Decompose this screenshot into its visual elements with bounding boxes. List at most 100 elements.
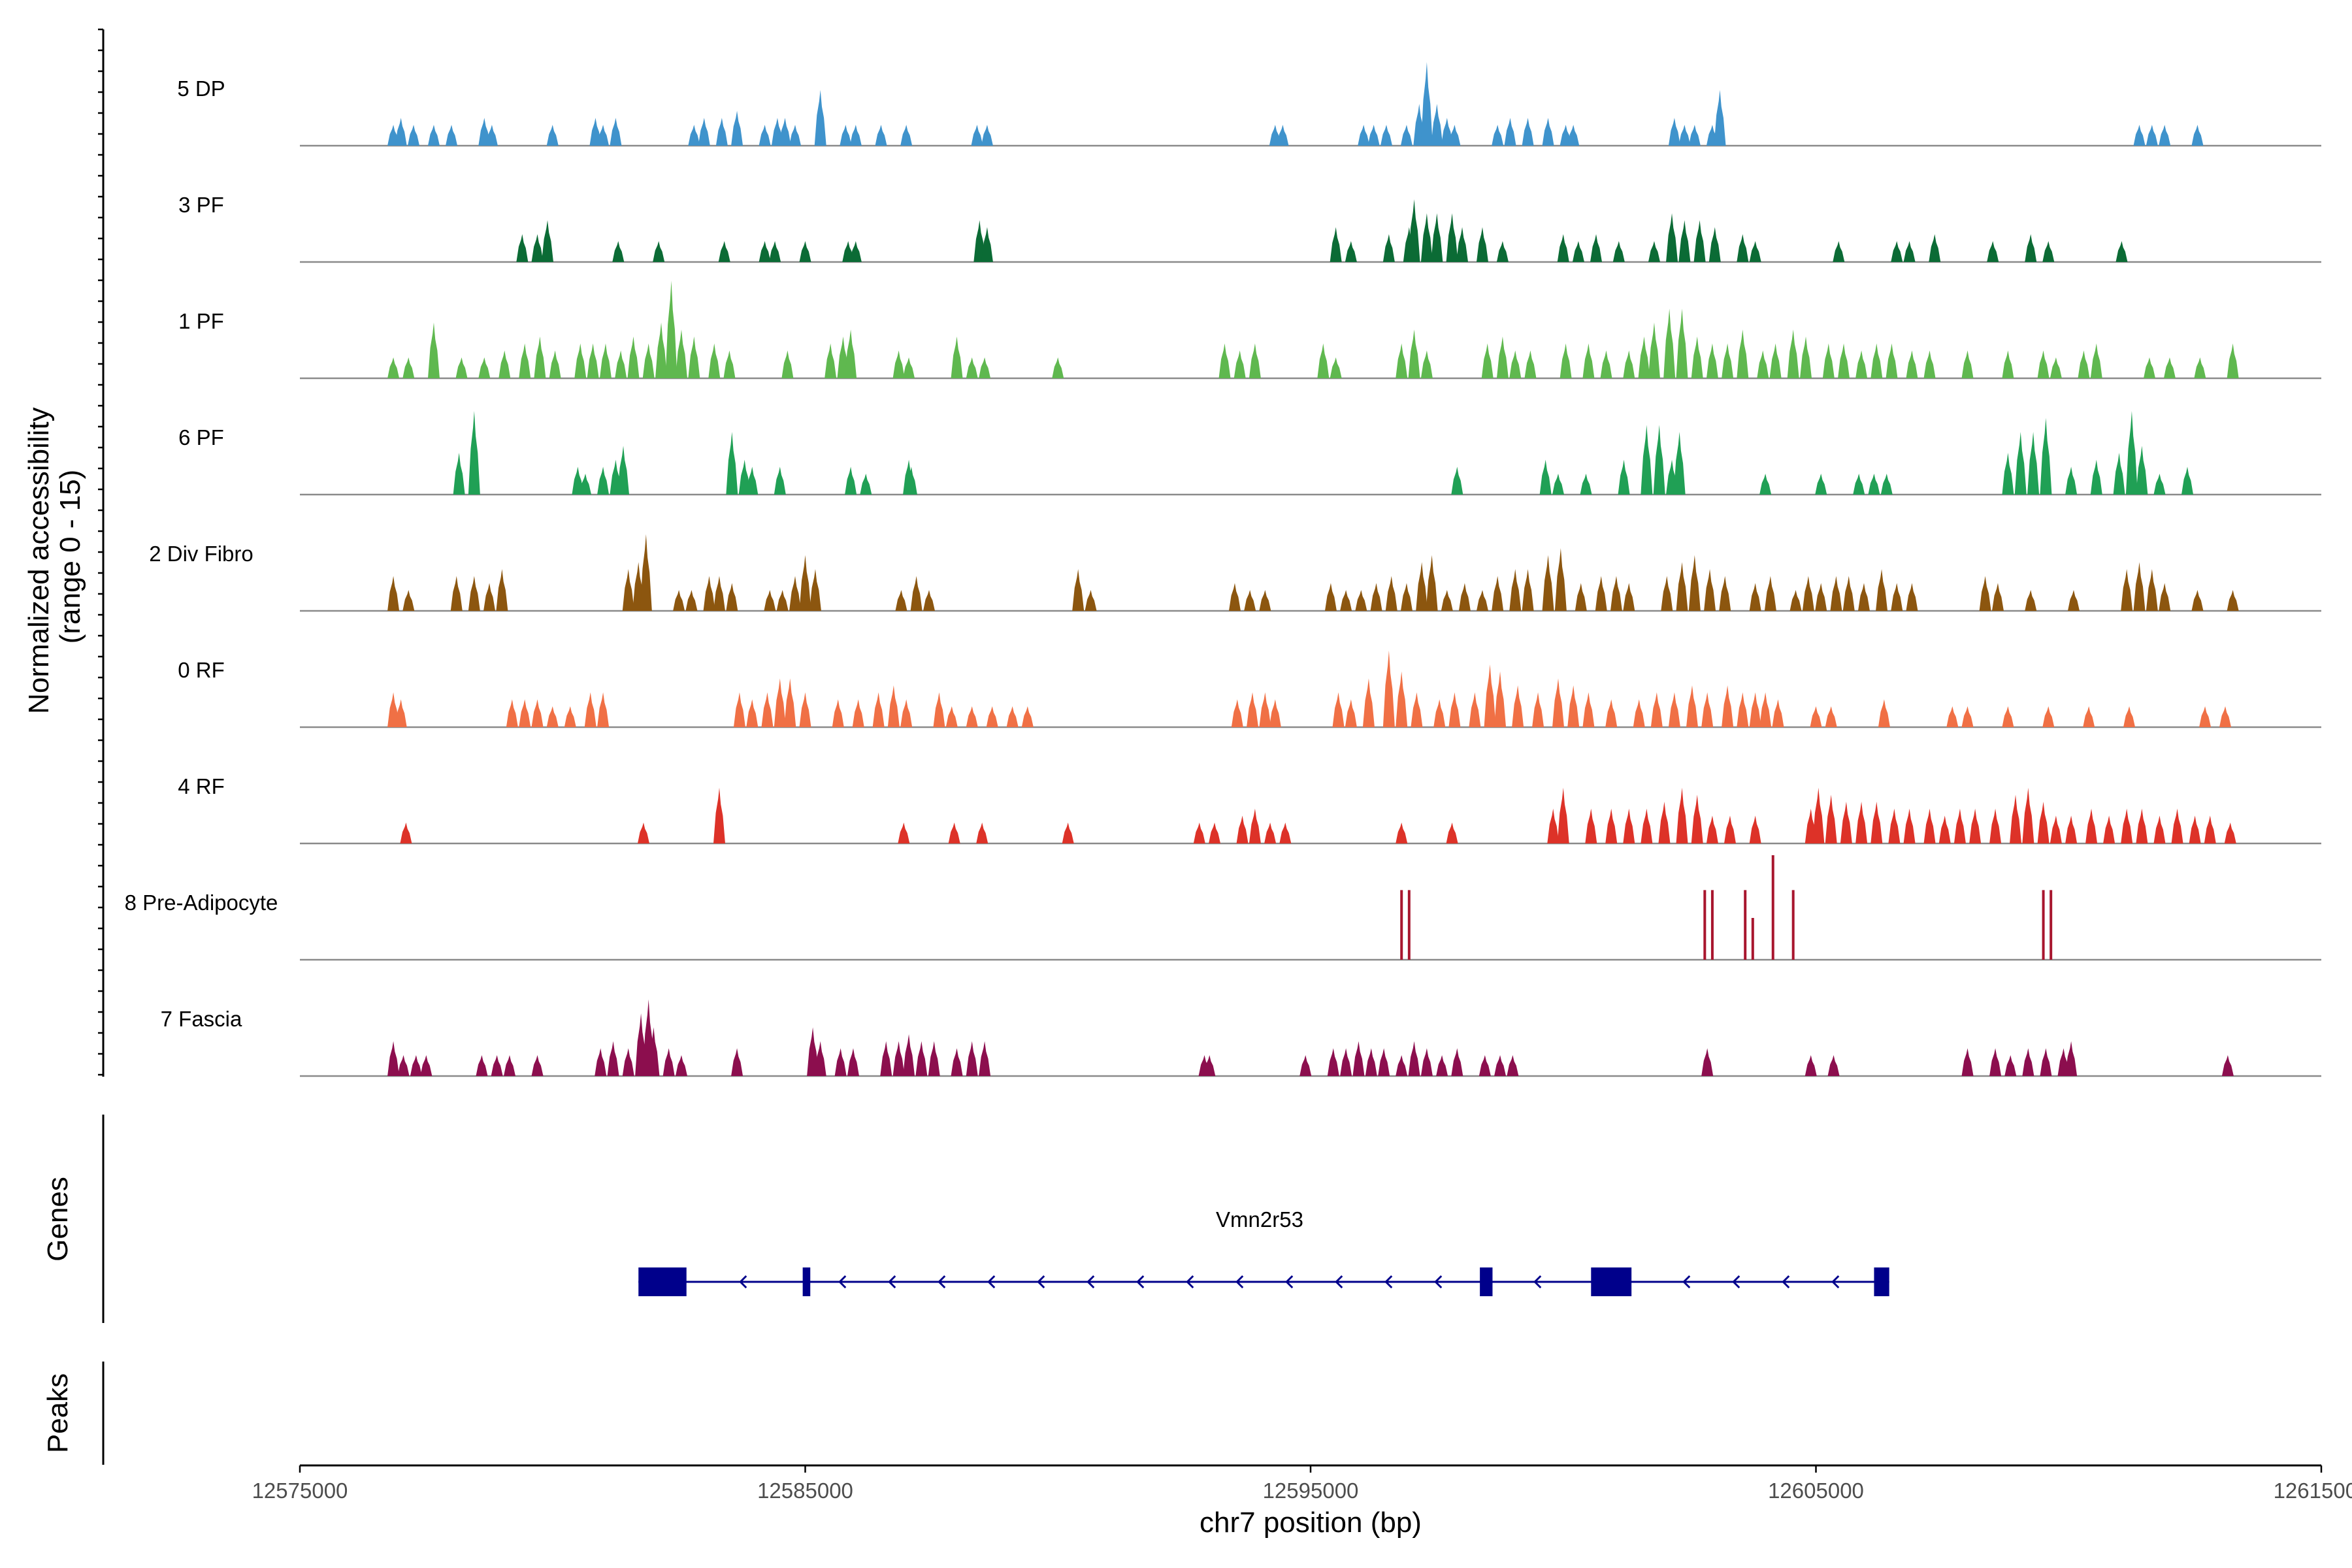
coverage-peak — [746, 466, 759, 495]
coverage-peak — [1504, 118, 1516, 146]
coverage-peak — [2125, 411, 2138, 495]
coverage-peak — [1691, 336, 1703, 378]
coverage-peak — [1539, 459, 1552, 495]
coverage-peak — [903, 357, 915, 378]
coverage-peak — [1759, 474, 1772, 495]
coverage-peak — [1496, 336, 1509, 378]
coverage-peak — [1757, 350, 1769, 378]
coverage-peak — [688, 125, 700, 146]
coverage-peak — [1961, 1048, 1974, 1076]
coverage-peak — [453, 453, 465, 495]
coverage-peak — [1552, 474, 1565, 495]
coverage-peak — [1870, 802, 1883, 843]
coverage-peak — [531, 1055, 544, 1076]
coverage-peak — [446, 125, 458, 146]
coverage-peak — [895, 590, 907, 611]
coverage-peak — [1710, 890, 1714, 960]
strand-arrow — [888, 1275, 896, 1289]
coverage-peak — [504, 1055, 516, 1076]
coverage-peak — [1979, 576, 1991, 611]
coverage-peak — [455, 357, 468, 378]
coverage-peak — [1623, 583, 1635, 611]
x-tick-label: 12595000 — [1263, 1478, 1359, 1503]
coverage-peak — [2042, 706, 2055, 727]
coverage-peak — [574, 343, 587, 378]
coverage-peak — [1641, 425, 1653, 495]
coverage-peak — [1269, 699, 1281, 727]
coverage-peak — [2194, 357, 2206, 378]
coverage-peak — [1560, 343, 1572, 378]
coverage-peak — [1370, 583, 1382, 611]
coverage-peak — [2133, 562, 2146, 611]
coverage-peak — [408, 125, 420, 146]
coverage-peak — [1787, 329, 1799, 378]
coverage-peak — [1923, 808, 1936, 843]
strand-arrow — [1434, 1275, 1443, 1289]
track-label-6-pf: 6 PF — [178, 425, 224, 449]
coverage-peak — [1582, 692, 1595, 727]
coverage-peak — [731, 110, 743, 146]
strand-arrow — [1186, 1275, 1194, 1289]
coverage-peak — [1362, 678, 1375, 727]
x-tick-label: 12605000 — [1768, 1478, 1864, 1503]
coverage-peak — [948, 823, 960, 843]
gene-exon — [1591, 1267, 1632, 1296]
strand-arrow — [1235, 1275, 1244, 1289]
coverage-peak — [1610, 576, 1622, 611]
coverage-peak — [1299, 1055, 1312, 1076]
coverage-peak — [1259, 692, 1271, 727]
coverage-peak — [1426, 555, 1438, 611]
coverage-peak — [387, 1041, 400, 1076]
coverage-peak — [2037, 350, 2050, 378]
coverage-peak — [726, 432, 738, 495]
coverage-peak — [1448, 692, 1461, 727]
coverage-peak — [784, 678, 796, 727]
coverage-peak — [2050, 357, 2062, 378]
strand-arrow — [1831, 1275, 1840, 1289]
coverage-peak — [774, 678, 786, 727]
x-axis-ticks: 12575000 12585000 12595000 12605000 12615000 — [252, 1465, 2352, 1503]
coverage-peak — [597, 466, 610, 495]
coverage-peak — [546, 125, 559, 146]
coverage-peak — [483, 583, 496, 611]
coverage-peak — [2010, 794, 2022, 843]
coverage-peak — [615, 350, 627, 378]
coverage-peak — [900, 125, 913, 146]
track-0-rf — [300, 650, 2321, 728]
coverage-peak — [395, 699, 407, 727]
coverage-peak — [1330, 357, 1342, 378]
coverage-peak — [2065, 1041, 2078, 1076]
coverage-peak — [597, 125, 610, 146]
coverage-peak — [1400, 890, 1403, 960]
coverage-peak — [1580, 474, 1592, 495]
coverage-peak — [2050, 890, 2053, 960]
coverage-peak — [966, 357, 978, 378]
coverage-peak — [531, 234, 544, 262]
coverage-peak — [1509, 569, 1522, 611]
coverage-peak — [951, 336, 963, 378]
coverage-peak — [1989, 1048, 2002, 1076]
coverage-peak — [1870, 343, 1883, 378]
coverage-peak — [1575, 583, 1587, 611]
strand-arrow — [1037, 1275, 1045, 1289]
coverage-peak — [1236, 815, 1249, 843]
coverage-peak — [1420, 62, 1433, 146]
coverage-peak — [849, 125, 862, 146]
coverage-peak — [1396, 1055, 1408, 1076]
track-7-fascia — [300, 999, 2321, 1077]
coverage-peak — [1638, 336, 1650, 378]
coverage-peak — [1585, 808, 1597, 843]
coverage-peak — [718, 241, 730, 262]
gene-exon — [1874, 1267, 1889, 1296]
coverage-peak — [1855, 802, 1868, 843]
coverage-peak — [2227, 590, 2239, 611]
coverage-peak — [986, 706, 998, 727]
coverage-peak — [2153, 474, 2166, 495]
coverage-peak — [2115, 241, 2128, 262]
coverage-peak — [1648, 241, 1660, 262]
coverage-peak — [1492, 125, 1504, 146]
coverage-peak — [799, 555, 811, 611]
coverage-peak — [595, 1048, 607, 1076]
coverage-peak — [1825, 706, 1837, 727]
coverage-peak — [1815, 583, 1827, 611]
